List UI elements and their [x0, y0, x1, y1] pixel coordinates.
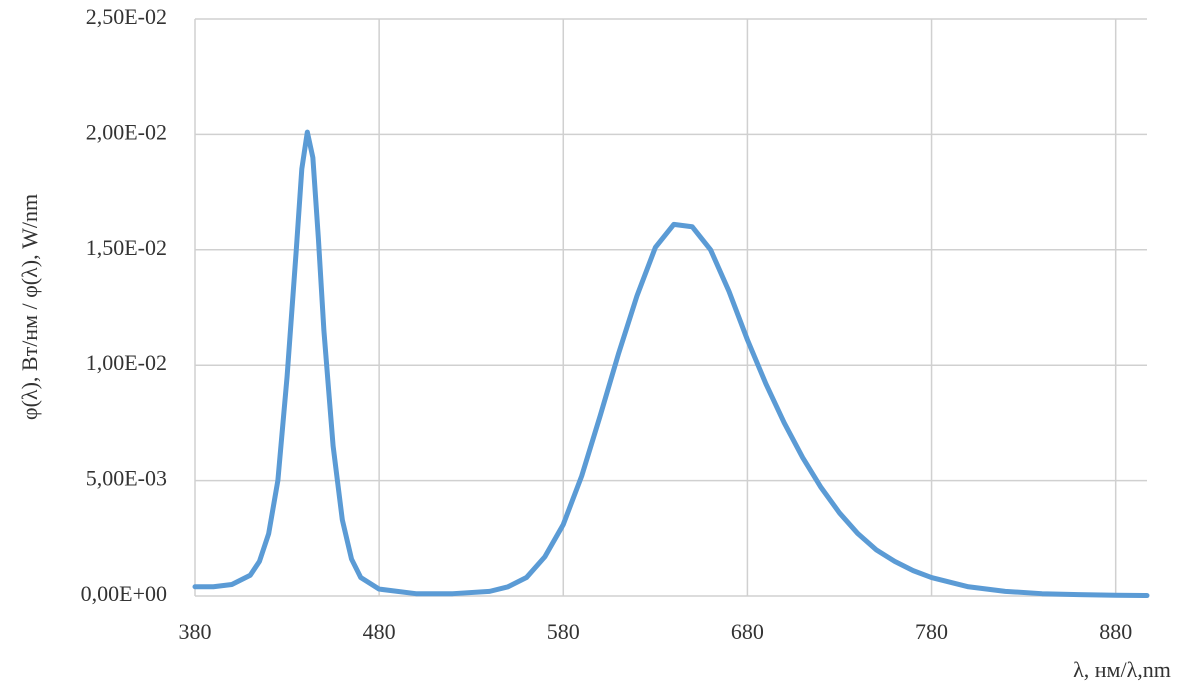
series-line [192, 129, 1150, 599]
y-tick-label: 1,50E-02 [86, 235, 167, 260]
y-tick-label: 2,50E-02 [86, 4, 167, 29]
x-axis-label: λ, нм/λ,nm [1073, 657, 1171, 682]
y-tick-label: 0,00E+00 [81, 581, 167, 606]
y-axis-label: φ(λ), Вт/нм / φ(λ), W/nm [17, 194, 42, 420]
x-tick-label: 780 [915, 619, 948, 644]
x-tick-label: 580 [547, 619, 580, 644]
x-tick-label: 680 [731, 619, 764, 644]
x-tick-label: 380 [179, 619, 212, 644]
y-tick-label: 1,00E-02 [86, 350, 167, 375]
y-tick-label: 5,00E-03 [86, 466, 167, 491]
x-tick-label: 480 [363, 619, 396, 644]
y-tick-label: 2,00E-02 [86, 119, 167, 144]
x-tick-label: 880 [1099, 619, 1132, 644]
